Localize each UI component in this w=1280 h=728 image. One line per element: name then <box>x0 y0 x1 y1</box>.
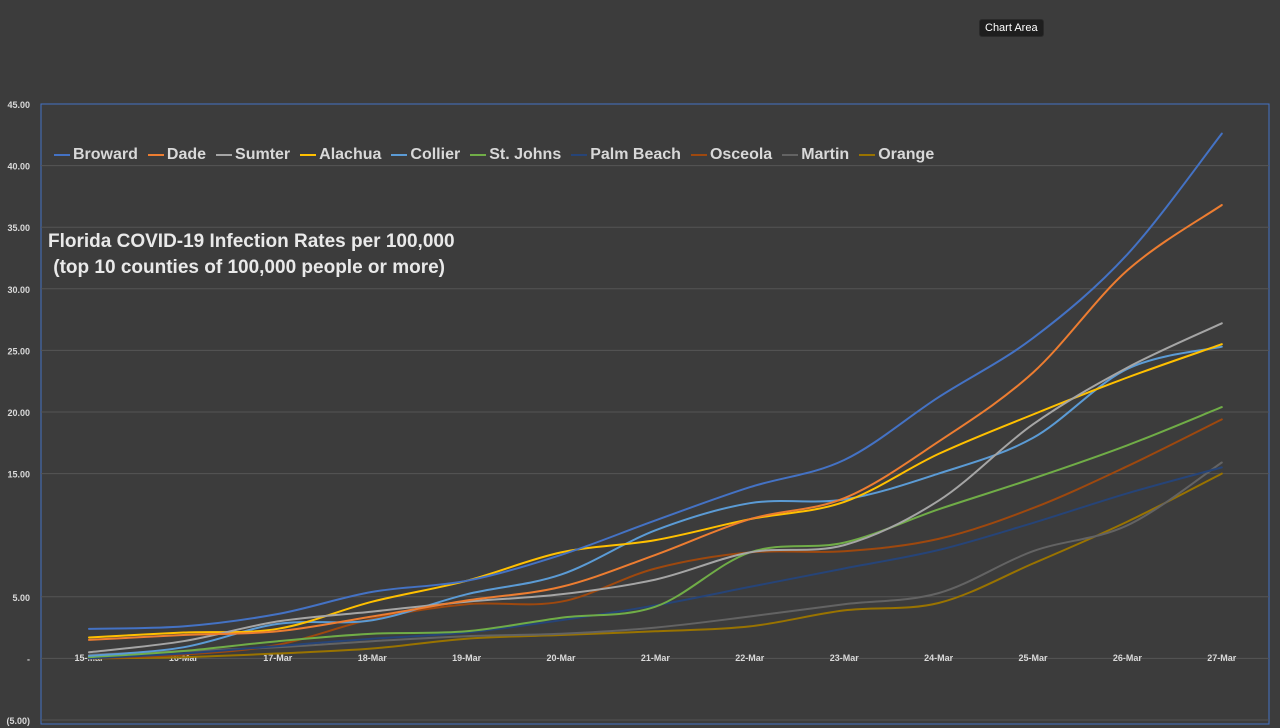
legend-item-osceola[interactable]: Osceola <box>690 146 773 164</box>
legend-label: Orange <box>878 146 935 163</box>
legend-item-sumter[interactable]: Sumter <box>216 146 290 164</box>
legend-label: Palm Beach <box>590 146 681 163</box>
x-tick-label: 27-Mar <box>1207 653 1237 663</box>
chart-title-line-2: (top 10 counties of 100,000 people or mo… <box>48 257 445 278</box>
y-tick-label: 30.00 <box>7 285 30 295</box>
legend-item-alachua[interactable]: Alachua <box>300 146 381 164</box>
x-tick-label: 24-Mar <box>924 653 954 663</box>
series-line-orange <box>88 472 1223 660</box>
y-tick-label: 45.00 <box>7 100 30 110</box>
y-axis-ticks: 45.00 40.00 35.00 30.00 25.00 20.00 15.00 5.00 -… <box>6 100 30 726</box>
legend-item-orange[interactable]: Orange <box>859 146 934 164</box>
legend-swatch <box>690 154 707 156</box>
legend-item-palm-beach[interactable]: Palm Beach <box>571 146 681 164</box>
chart-area-tooltip: Chart Area <box>979 19 1044 37</box>
y-tick-label: 40.00 <box>7 162 30 172</box>
y-tick-label: 15.00 <box>7 470 30 480</box>
legend-swatch <box>147 154 164 156</box>
legend-item-collier[interactable]: Collier <box>391 146 460 164</box>
legend-swatch <box>859 154 876 156</box>
chart-title: Florida COVID-19 Infection Rates per 100… <box>48 229 455 281</box>
x-tick-label: 17-Mar <box>263 653 293 663</box>
series-lines <box>88 132 1223 660</box>
legend-label: Collier <box>410 146 461 163</box>
series-line-st-johns <box>88 406 1223 659</box>
legend-label: Dade <box>166 146 207 163</box>
legend-swatch <box>571 154 588 156</box>
series-line-sumter <box>88 322 1223 654</box>
y-tick-label: - <box>27 654 30 664</box>
y-tick-label: 20.00 <box>7 408 30 418</box>
y-tick-label: 25.00 <box>7 346 30 356</box>
y-tick-label: (5.00) <box>6 716 30 726</box>
x-tick-label: 21-Mar <box>641 653 671 663</box>
series-line-broward <box>88 132 1223 630</box>
legend-swatch <box>470 154 487 156</box>
legend-swatch <box>54 154 70 156</box>
series-line-alachua <box>88 343 1223 639</box>
legend-label: Martin <box>801 146 850 163</box>
legend-label: Alachua <box>319 146 382 163</box>
x-tick-label: 18-Mar <box>358 653 388 663</box>
y-tick-label: 5.00 <box>12 593 30 603</box>
x-tick-label: 25-Mar <box>1018 653 1048 663</box>
y-tick-label: 35.00 <box>7 223 30 233</box>
x-tick-label: 19-Mar <box>452 653 482 663</box>
legend-label: St. Johns <box>489 146 562 163</box>
x-tick-label: 22-Mar <box>735 653 765 663</box>
series-line-dade <box>88 204 1223 641</box>
x-axis-ticks: 15-Mar 16-Mar 17-Mar 18-Mar 19-Mar 20-Mar 21-M… <box>74 653 1236 663</box>
chart-title-line-1: Florida COVID-19 Infection Rates per 100… <box>48 231 455 252</box>
legend-swatch <box>300 154 317 156</box>
legend[interactable]: Broward Dade Sumter Alachua Collier St. Johns… <box>54 146 944 164</box>
x-tick-label: 20-Mar <box>546 653 576 663</box>
legend-label: Osceola <box>709 146 773 163</box>
gridlines <box>41 165 1269 721</box>
series-line-collier <box>88 345 1223 657</box>
legend-label: Sumter <box>235 146 291 163</box>
legend-swatch <box>782 154 799 156</box>
x-tick-label: 23-Mar <box>830 653 860 663</box>
legend-item-martin[interactable]: Martin <box>782 146 849 164</box>
legend-label: Broward <box>73 146 138 163</box>
series-line-martin <box>88 461 1223 656</box>
x-tick-label: 26-Mar <box>1113 653 1143 663</box>
series-line-osceola <box>88 418 1223 660</box>
series-line-palm-beach <box>88 466 1223 660</box>
legend-item-st-johns[interactable]: St. Johns <box>470 146 561 164</box>
legend-item-broward[interactable]: Broward <box>54 146 138 164</box>
legend-swatch <box>216 154 233 156</box>
plot-area-border <box>40 103 1270 725</box>
legend-swatch <box>391 154 408 156</box>
legend-item-dade[interactable]: Dade <box>147 146 207 164</box>
